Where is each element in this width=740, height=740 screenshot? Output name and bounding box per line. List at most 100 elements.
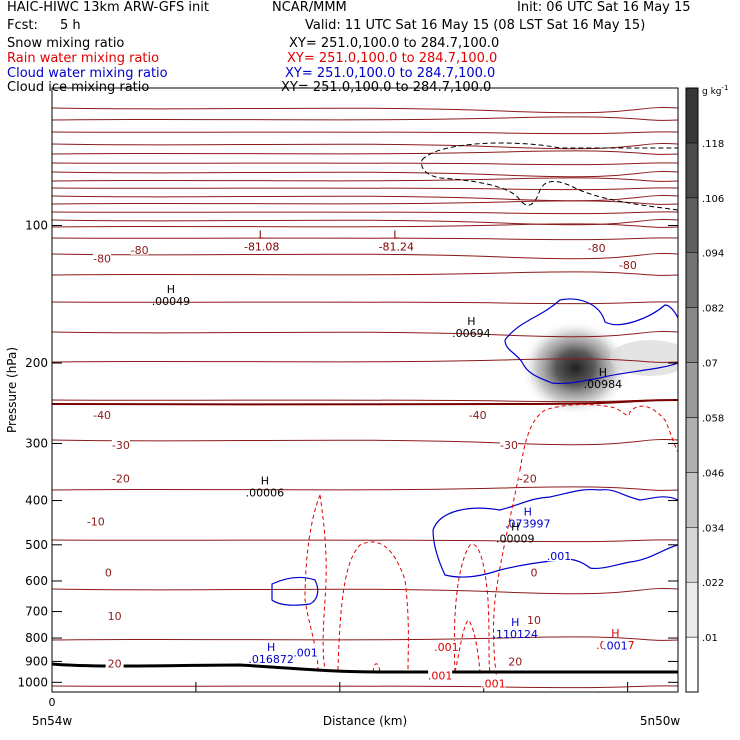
colorbar-tick-label: .094: [702, 249, 724, 260]
contour-label-bg: [434, 640, 459, 652]
temperature-label: -80: [93, 252, 111, 265]
contour-label-bg: [481, 677, 506, 689]
colorbar-bin: [685, 87, 699, 144]
contour-label: .001: [428, 669, 453, 682]
contour-label: .001: [434, 641, 459, 654]
extremum-marker: H: [511, 521, 519, 534]
temp-label-bg: [618, 257, 637, 270]
temperature-label: -40: [93, 409, 111, 422]
temperature-label: -30: [112, 439, 130, 452]
field-xy-cloud-water: XY= 251.0,100.0 to 284.7,100.0: [285, 66, 496, 81]
extremum-marker: H: [467, 315, 475, 328]
field-name-snow: Snow mixing ratio: [7, 36, 125, 51]
extremum-value: -81.08: [244, 240, 279, 253]
x-axis-label: Distance (km): [323, 714, 407, 728]
terrain-line: [52, 662, 678, 674]
colorbar-bin: [685, 142, 699, 199]
colorbar-frame: [685, 87, 699, 693]
header-fcst-value: 5 h: [60, 18, 81, 33]
temperature-label: 0: [531, 567, 538, 580]
header-title: HAIC-HIWC 13km ARW-GFS init: [7, 0, 209, 15]
plot-area: [52, 107, 678, 689]
temp-label-bg: [105, 656, 124, 669]
isotherm-line: [52, 539, 678, 543]
colorbar-bin: [685, 362, 699, 418]
isotherm-line: [52, 107, 678, 114]
isotherm-line: [52, 200, 678, 205]
isotherm-line: [52, 219, 678, 226]
rain-water-contour: [337, 541, 409, 673]
temperature-label: -10: [87, 516, 105, 529]
temperature-label: -20: [519, 473, 537, 486]
contour-label: .001: [481, 677, 506, 690]
freezing-level-line: [52, 399, 678, 406]
x-right-label: 5n50w: [640, 714, 681, 728]
isotherm-line: [52, 223, 678, 228]
temp-label-bg: [518, 471, 537, 484]
rain-water-contour: [319, 494, 327, 671]
extremum-marker: H: [167, 283, 175, 296]
isotherm-line: [52, 486, 678, 491]
temp-label-bg: [506, 654, 525, 667]
y-tick-label: 600: [25, 574, 48, 588]
rain-water-contour: [493, 469, 521, 681]
field-name-cloud-water: Cloud water mixing ratio: [7, 66, 168, 81]
isotherm-line: [52, 636, 678, 641]
contour-label: .001: [547, 550, 572, 563]
temp-label-bg: [86, 514, 105, 527]
y-tick-label: 800: [25, 631, 48, 645]
colorbar-tick-label: .07: [702, 359, 718, 370]
temperature-label: 20: [508, 655, 522, 668]
y-tick-label: 300: [25, 436, 48, 450]
extremum-marker: L: [393, 228, 400, 241]
temp-label-bg: [525, 612, 544, 625]
extremum-marker: H: [599, 366, 607, 379]
isotherm-line: [52, 358, 678, 363]
header-fcst-label: Fcst:: [7, 18, 38, 33]
colorbar-unit: g kg-1: [702, 84, 728, 97]
extremum-value: .016872: [248, 653, 294, 666]
contour-label: .001: [603, 640, 628, 653]
extremum-value: .00009: [496, 533, 535, 546]
colorbar-tick-label: .106: [702, 194, 724, 205]
rain-water-contour: [372, 663, 381, 673]
y-tick-label: 500: [25, 538, 48, 552]
x-tick-label: 0: [49, 696, 56, 709]
temperature-label: -30: [500, 439, 518, 452]
isotherm-line: [52, 187, 678, 191]
temp-label-bg: [525, 565, 544, 578]
temp-label-bg: [111, 437, 130, 450]
y-tick-label: 100: [25, 219, 48, 233]
colorbar-tick-label: .082: [702, 304, 724, 315]
extremum-marker: H: [611, 627, 619, 640]
isotherm-line: [52, 195, 678, 202]
temperature-label: -20: [112, 473, 130, 486]
contour-label-bg: [603, 639, 628, 651]
header-init: Init: 06 UTC Sat 16 May 15: [517, 0, 691, 15]
colorbar-bin: [685, 417, 699, 473]
colorbar-tick-label: .046: [702, 468, 724, 479]
y-tick-label: 1000: [17, 675, 48, 689]
extremum-value: .110124: [492, 628, 538, 641]
isotherm-line: [52, 116, 678, 121]
cloud-ice-contour: [421, 142, 678, 211]
isotherm-line: [52, 171, 678, 178]
isotherm-line: [52, 685, 678, 689]
temp-label-bg: [93, 408, 112, 421]
isotherm-line: [52, 177, 678, 182]
colorbar-tick-label: .118: [702, 139, 724, 150]
colorbar-bin: [685, 197, 699, 253]
isotherm-line: [52, 253, 678, 260]
isotherm-line: [52, 150, 678, 155]
temperature-label: -80: [131, 244, 149, 257]
cloud-water-contour-small: [271, 576, 319, 606]
temperature-label: -80: [619, 259, 637, 272]
isotherm-line: [52, 211, 678, 215]
isotherm-line: [52, 162, 678, 166]
plot-frame: [51, 87, 679, 693]
extremum-value: -81.24: [379, 240, 414, 253]
field-xy-rain: XY= 251.0,100.0 to 284.7,100.0: [287, 51, 498, 66]
colorbar-bin: [685, 581, 699, 638]
contour-label-bg: [547, 550, 572, 562]
header-org: NCAR/MMM: [272, 0, 347, 15]
